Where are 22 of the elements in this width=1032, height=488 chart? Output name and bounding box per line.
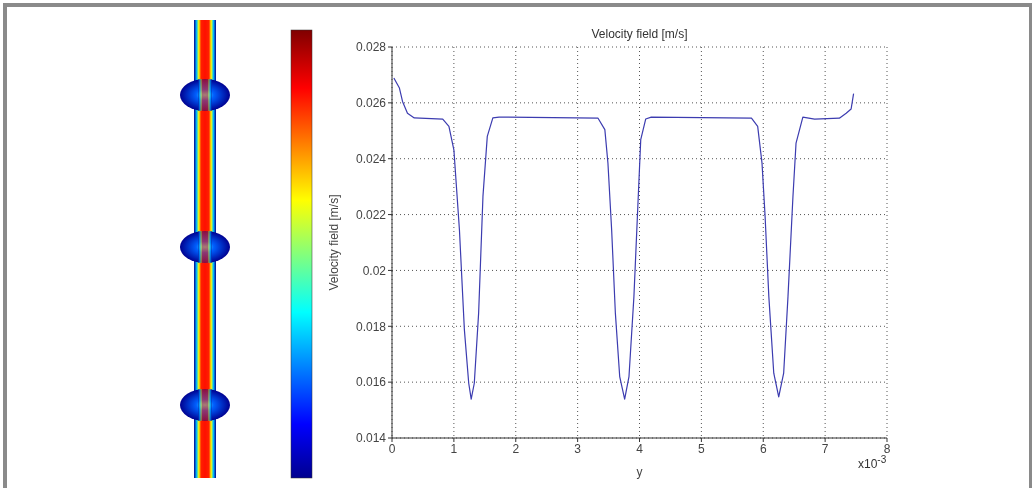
x-tick-label: 4 [636,441,644,456]
y-tick-label: 0.02 [362,263,387,278]
y-axis-title: Velocity field [m/s] [327,194,342,291]
y-tick-label: 0.024 [355,151,387,166]
x-axis-title: y [636,465,643,479]
y-tick-label: 0.018 [355,319,387,334]
y-tick-label: 0.026 [355,96,387,111]
x-tick-label: 2 [512,441,520,456]
x-tick-label: 3 [574,441,582,456]
y-tick-label: 0.016 [355,375,387,390]
text: x10$^{-3}$ [858,454,887,471]
chart-title: Velocity field [m/s] [590,27,689,41]
x-tick-label: 7 [821,441,829,456]
x-tick-label: 1 [450,441,458,456]
x-tick-label: 8 [883,441,891,456]
line-series [393,77,855,400]
y-tick-label: 0.014 [355,431,387,446]
x-tick-label: 6 [759,441,767,456]
y-tick-label: 0.022 [355,207,387,222]
x-tick-label: 5 [698,441,706,456]
x-tick-label: 0 [388,441,396,456]
y-tick-label: 0.028 [355,40,387,55]
